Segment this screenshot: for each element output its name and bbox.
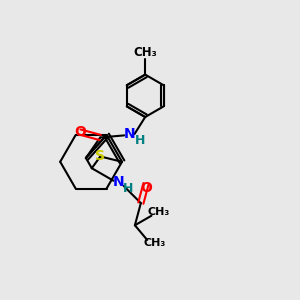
- Text: H: H: [123, 182, 134, 196]
- Text: CH₃: CH₃: [148, 207, 170, 217]
- Text: N: N: [113, 175, 124, 189]
- Text: CH₃: CH₃: [133, 46, 157, 59]
- Text: O: O: [140, 181, 152, 195]
- Text: S: S: [95, 149, 105, 164]
- Text: CH₃: CH₃: [143, 238, 166, 248]
- Text: O: O: [74, 125, 86, 139]
- Text: H: H: [134, 134, 145, 147]
- Text: N: N: [124, 127, 135, 141]
